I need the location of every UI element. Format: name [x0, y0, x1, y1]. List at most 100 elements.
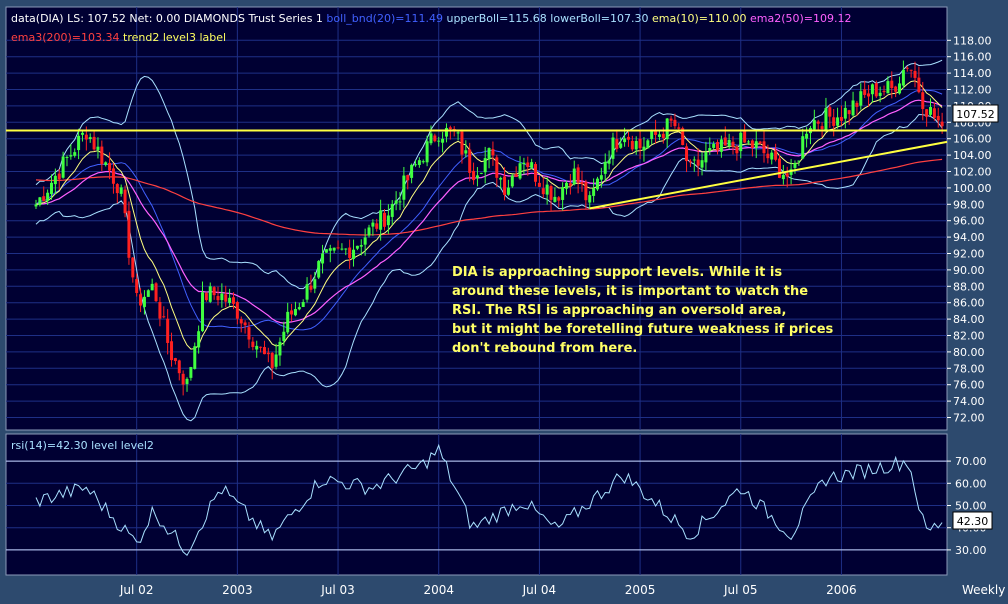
candle-body: [305, 284, 309, 300]
price-tick-label: 116.00: [953, 51, 992, 64]
candle-body: [898, 83, 902, 94]
candle-body: [836, 117, 840, 126]
candle-body: [181, 373, 185, 385]
candle-body: [61, 156, 65, 178]
candle-body: [487, 148, 491, 160]
legend-item: data(DIA) LS: 107.52 Net: 0.00 DIAMONDS …: [11, 12, 326, 25]
candle-body: [843, 107, 847, 119]
price-tick-label: 90.00: [953, 264, 985, 277]
candle-body: [177, 360, 181, 374]
candle-body: [901, 69, 905, 86]
candle-body: [46, 192, 50, 201]
candle-body: [197, 331, 201, 348]
candle-body: [34, 204, 38, 207]
candle-body: [859, 91, 863, 106]
candle-body: [716, 142, 720, 151]
candle-body: [189, 367, 193, 378]
candle-body: [220, 293, 224, 301]
candle-body: [704, 152, 708, 163]
candle-body: [932, 108, 936, 118]
candle-body: [739, 132, 743, 152]
candle-body: [681, 128, 685, 145]
candle-body: [69, 155, 73, 157]
candle-body: [266, 352, 270, 355]
rsi-tick-label: 60.00: [955, 477, 987, 490]
annotation-line: don't rebound from here.: [452, 341, 637, 356]
candle-body: [797, 160, 801, 162]
candle-body: [379, 210, 383, 230]
candle-body: [212, 287, 216, 296]
candle-body: [832, 117, 836, 126]
candle-body: [572, 168, 576, 185]
rsi-line: [35, 443, 943, 556]
candle-body: [754, 141, 758, 148]
candle-body: [654, 130, 658, 135]
rsi-tick-label: 50.00: [955, 500, 987, 513]
candle-body: [352, 249, 356, 259]
candle-body: [499, 177, 503, 180]
price-tick-label: 106.00: [953, 133, 992, 146]
candle-body: [669, 118, 673, 121]
candle-body: [921, 92, 925, 110]
candle-body: [634, 140, 638, 150]
candle-body: [518, 163, 522, 179]
candle-body: [142, 296, 146, 307]
candle-body: [313, 279, 317, 289]
candle-body: [785, 173, 789, 177]
candle-body: [429, 133, 433, 144]
candle-body: [805, 133, 809, 139]
candle-body: [185, 378, 189, 385]
legend-item: boll_bnd(20)=111.49: [326, 12, 446, 25]
price-tick-label: 88.00: [953, 280, 985, 293]
candle-body: [495, 157, 499, 178]
candle-body: [328, 248, 332, 251]
candle-body: [468, 149, 472, 173]
candle-body: [905, 67, 909, 69]
candle-body: [580, 181, 584, 185]
price-legend-line2: ema3(200)=103.34 trend2 level3 label: [11, 31, 226, 44]
candle-body: [774, 150, 778, 160]
candle-body: [626, 136, 630, 140]
ema200-line: [35, 158, 943, 236]
candle-body: [750, 140, 754, 148]
rsi-grid: [6, 434, 947, 575]
candle-body: [801, 136, 805, 159]
candle-body: [135, 279, 139, 293]
candle-body: [599, 175, 603, 180]
candle-body: [386, 215, 390, 226]
rsi-tick-label: 30.00: [955, 544, 987, 557]
legend-item: upperBoll=115.68: [446, 12, 550, 25]
candle-body: [650, 129, 654, 139]
rsi-pane[interactable]: [5, 433, 948, 576]
rsi-tick-label: 70.00: [955, 455, 987, 468]
candle-body: [503, 176, 507, 195]
candle-body: [301, 302, 305, 308]
candle-body: [870, 84, 874, 95]
x-tick-label: 2006: [826, 583, 857, 597]
candle-body: [483, 158, 487, 173]
candle-body: [758, 141, 762, 144]
candle-body: [673, 119, 677, 127]
candle-body: [886, 81, 890, 94]
candle-body: [789, 169, 793, 175]
rsi-value-tag: 42.30: [952, 511, 993, 530]
candle-body: [820, 126, 824, 130]
candle-body: [936, 115, 940, 121]
candle-body: [537, 182, 541, 187]
svg-text:107.52: 107.52: [956, 108, 995, 121]
candle-body: [154, 283, 158, 302]
x-tick-label: 2003: [222, 583, 253, 597]
candle-body: [417, 160, 421, 165]
candle-body: [882, 90, 886, 92]
candle-body: [239, 319, 243, 324]
legend-item: label: [199, 31, 226, 44]
candle-body: [111, 168, 115, 184]
candle-body: [413, 164, 417, 166]
x-tick-label: 2004: [423, 583, 454, 597]
candle-body: [262, 347, 266, 355]
candle-body: [84, 134, 88, 140]
candle-body: [661, 133, 665, 138]
x-tick-label: Jul 04: [522, 583, 557, 597]
candle-body: [274, 354, 278, 367]
